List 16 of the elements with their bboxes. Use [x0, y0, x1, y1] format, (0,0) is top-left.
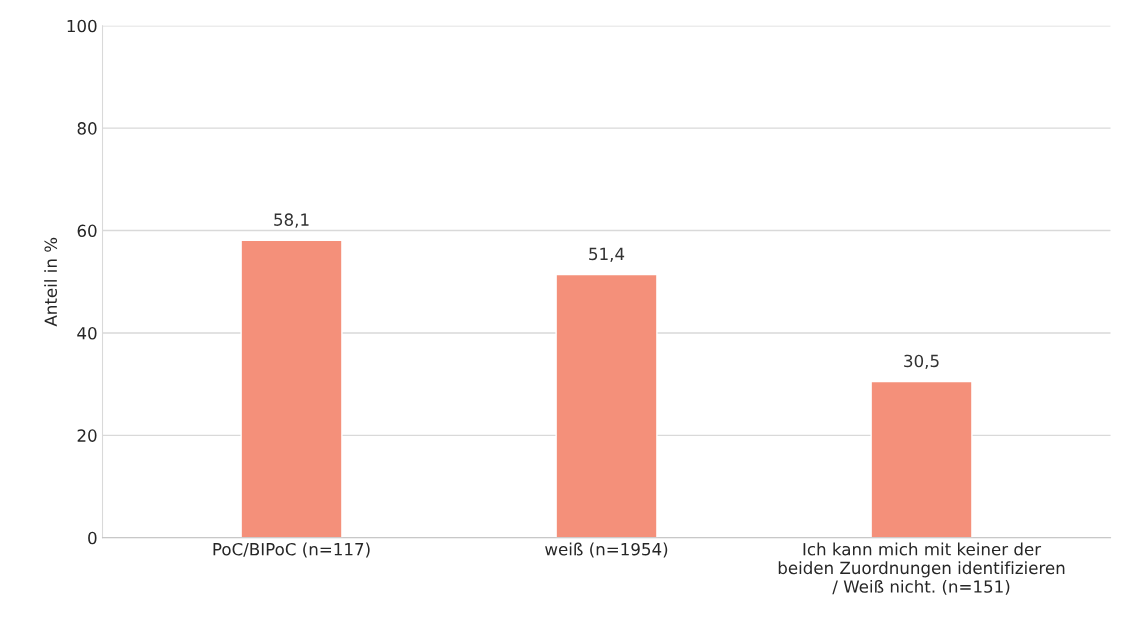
y-tick-label: 40 — [77, 326, 97, 340]
x-tick-label: weiß (n=1954) — [545, 542, 668, 558]
data-label: 58,1 — [274, 213, 309, 228]
y-tick-label: 20 — [77, 429, 97, 442]
bar — [555, 273, 658, 538]
data-label: 30,5 — [904, 354, 939, 369]
data-label: 51,4 — [589, 247, 625, 262]
bar — [240, 239, 343, 538]
y-tick-label: 60 — [77, 224, 97, 238]
bar — [870, 380, 973, 538]
y-tick-label: 80 — [77, 122, 97, 135]
x-tick-label: PoC/BIPoC (n=117) — [213, 542, 370, 558]
y-tick-label: 0 — [88, 531, 97, 545]
y-tick-label: 100 — [67, 19, 97, 33]
x-tick-label: Ich kann mich mit keiner der beiden Zuordnungen identifizieren / Weiß nicht. (n=151) — [778, 542, 1065, 595]
y-axis-title: Anteil in % — [44, 237, 58, 327]
